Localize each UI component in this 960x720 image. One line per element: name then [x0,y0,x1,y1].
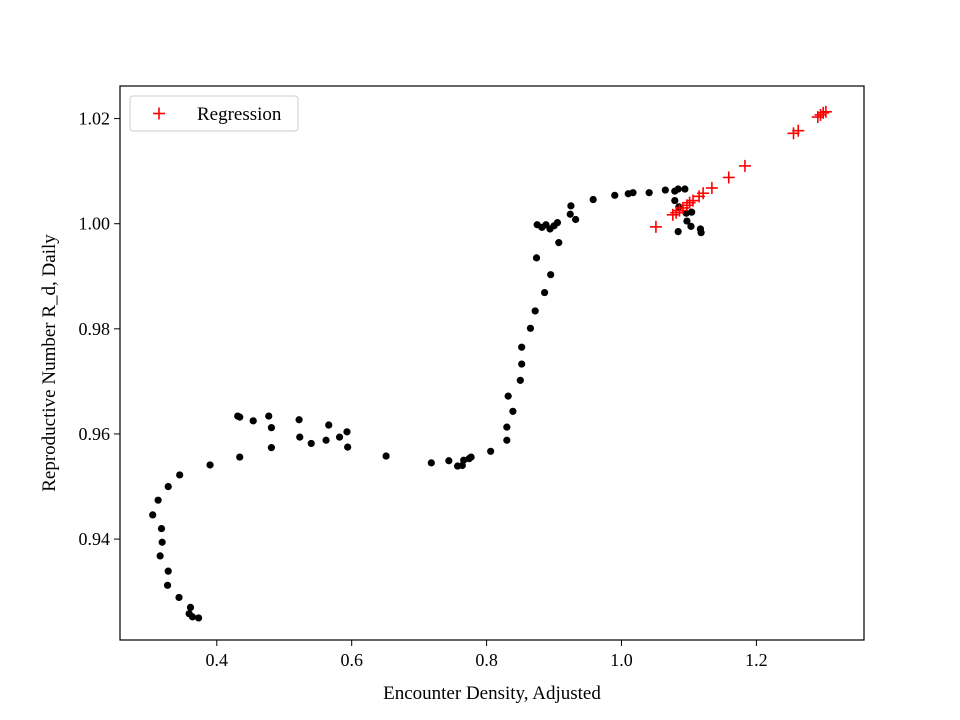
observed-point [322,436,330,444]
y-tick-label: 1.00 [79,214,111,234]
observed-point [629,189,637,197]
observed-point [503,423,511,431]
observed-point [236,453,244,461]
observed-point [567,202,575,210]
series-regression [649,105,832,233]
observed-point [503,436,511,444]
observed-point [671,196,679,205]
observed-point [267,444,276,452]
observed-point [163,581,172,589]
regression-point [649,220,662,233]
observed-point [164,567,172,575]
regression-point [814,108,827,121]
x-tick-label: 0.8 [475,650,498,670]
observed-point [156,552,164,560]
observed-point [645,189,653,197]
y-tick-label: 0.96 [79,424,111,444]
y-tick-label: 0.94 [79,529,111,549]
observed-point [555,239,563,247]
x-tick-label: 1.0 [610,650,633,670]
observed-point [572,215,580,224]
observed-point [295,416,303,424]
observed-point [186,603,195,612]
x-tick-label: 0.4 [206,650,229,670]
observed-point [335,433,344,441]
observed-point [504,392,512,400]
observed-point [532,254,541,262]
regression-point [722,171,735,184]
y-tick-label: 1.02 [79,109,111,129]
observed-point [467,453,475,461]
regression-point [687,194,700,207]
x-tick-label: 1.2 [745,650,768,670]
observed-point [611,191,619,199]
y-tick-label: 0.98 [79,319,111,339]
observed-point [194,614,203,622]
observed-point [185,610,193,618]
observed-point [296,433,304,441]
regression-point [738,159,751,172]
observed-point [157,524,166,533]
observed-point [158,538,166,546]
regression-point [705,181,718,194]
regression-point [817,106,830,119]
observed-point [681,185,689,193]
observed-point [687,222,695,230]
regression-point [680,199,693,212]
observed-point [149,511,157,519]
observed-point [382,452,390,460]
observed-point [688,208,696,216]
legend-regression-marker [153,107,165,120]
observed-point [682,209,690,217]
observed-point [445,457,453,465]
plot-area-frame [119,85,865,641]
observed-point [175,593,183,602]
observed-point [531,307,539,315]
observed-point [343,428,351,436]
axis-ticks: 0.4 0.6 0.8 1.0 1.2 0.94 0.96 0.98 1.00 1.02 [79,109,768,670]
legend: Regression [129,95,299,132]
observed-point [509,407,517,415]
observed-point [267,424,276,432]
observed-point [154,496,162,504]
observed-point [307,439,315,448]
observed-point [164,482,172,491]
observed-point [206,461,214,469]
observed-point [518,360,526,368]
observed-point [427,459,435,467]
y-axis-label: Reproductive Number R_d, Daily [39,234,60,492]
observed-point [674,227,682,236]
regression-point [697,187,710,200]
regression-point [792,124,805,137]
observed-point [518,343,526,351]
series-observed [149,185,705,622]
observed-point [526,324,535,332]
x-axis-label: Encounter Density, Adjusted [383,683,601,704]
observed-point [487,447,495,455]
regression-point [819,105,832,118]
observed-point [661,186,669,194]
observed-point [541,288,549,297]
observed-point [265,412,273,420]
data-marks [149,105,832,622]
observed-point [344,443,352,451]
observed-point [566,210,574,218]
observed-point [589,195,597,204]
observed-point [325,421,333,429]
observed-point [553,219,562,227]
x-tick-label: 0.6 [340,650,363,670]
observed-point [516,376,524,384]
observed-point [547,271,555,279]
observed-point [236,413,244,421]
legend-box [129,95,299,132]
observed-point [249,417,257,425]
observed-point [460,456,468,464]
observed-point [697,229,705,237]
legend-regression-label: Regression [197,104,282,125]
observed-point [683,217,691,225]
observed-point [176,471,184,479]
observed-point [674,185,682,193]
